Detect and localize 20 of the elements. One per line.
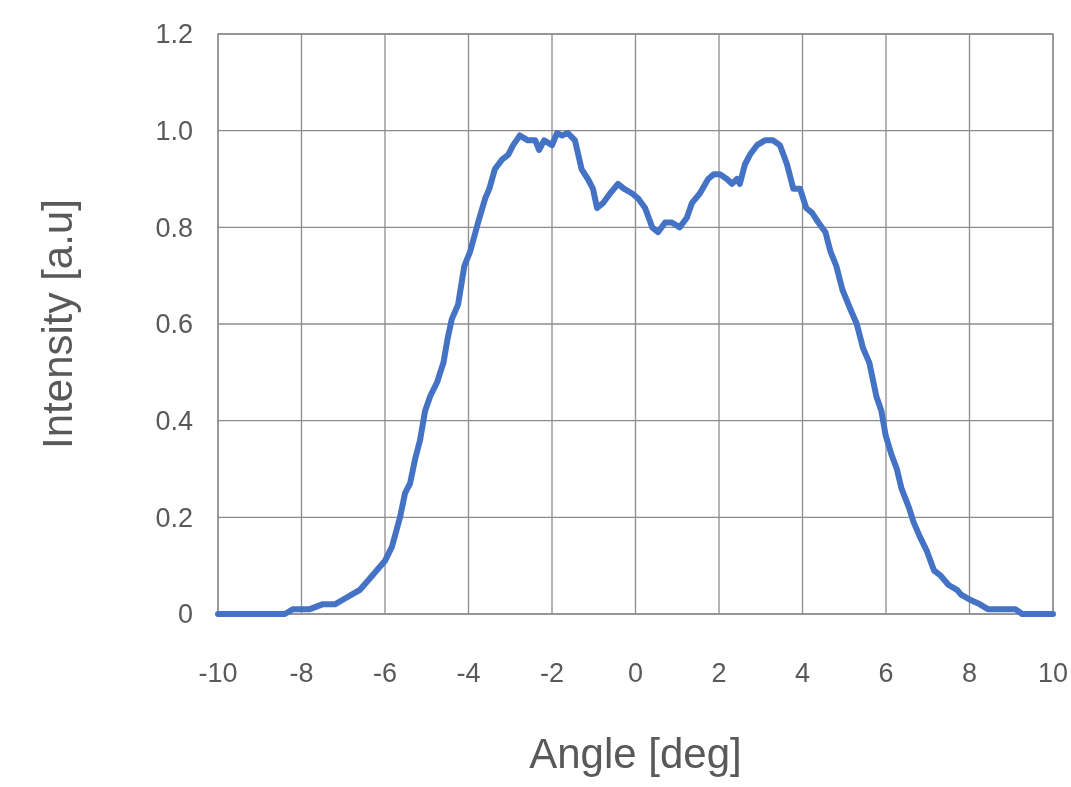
x-tick-label: 8 bbox=[961, 658, 978, 688]
x-tick-label: -10 bbox=[198, 658, 238, 688]
y-tick-label: 0 bbox=[177, 599, 193, 630]
x-tick-label: 4 bbox=[794, 658, 811, 688]
x-tick-label: -4 bbox=[456, 658, 481, 688]
x-axis-title: Angle [deg] bbox=[529, 730, 742, 777]
y-tick-label: 0.8 bbox=[155, 212, 193, 243]
y-tick-label: 0.2 bbox=[155, 502, 193, 533]
x-tick-label: 0 bbox=[627, 658, 644, 688]
y-tick-label: 0.6 bbox=[155, 309, 193, 340]
y-tick-label: 0.4 bbox=[155, 406, 193, 437]
x-tick-label: -6 bbox=[372, 658, 398, 688]
y-tick-label: 1.2 bbox=[155, 19, 193, 50]
y-axis-title: Intensity [a.u] bbox=[34, 199, 81, 449]
x-tick-label: -2 bbox=[539, 658, 565, 688]
y-tick-label: 1.0 bbox=[155, 116, 193, 147]
x-tick-label: 2 bbox=[711, 658, 727, 688]
x-tick-label: -8 bbox=[289, 658, 314, 688]
x-tick-label: 10 bbox=[1037, 658, 1069, 688]
x-tick-label: 6 bbox=[878, 658, 894, 688]
